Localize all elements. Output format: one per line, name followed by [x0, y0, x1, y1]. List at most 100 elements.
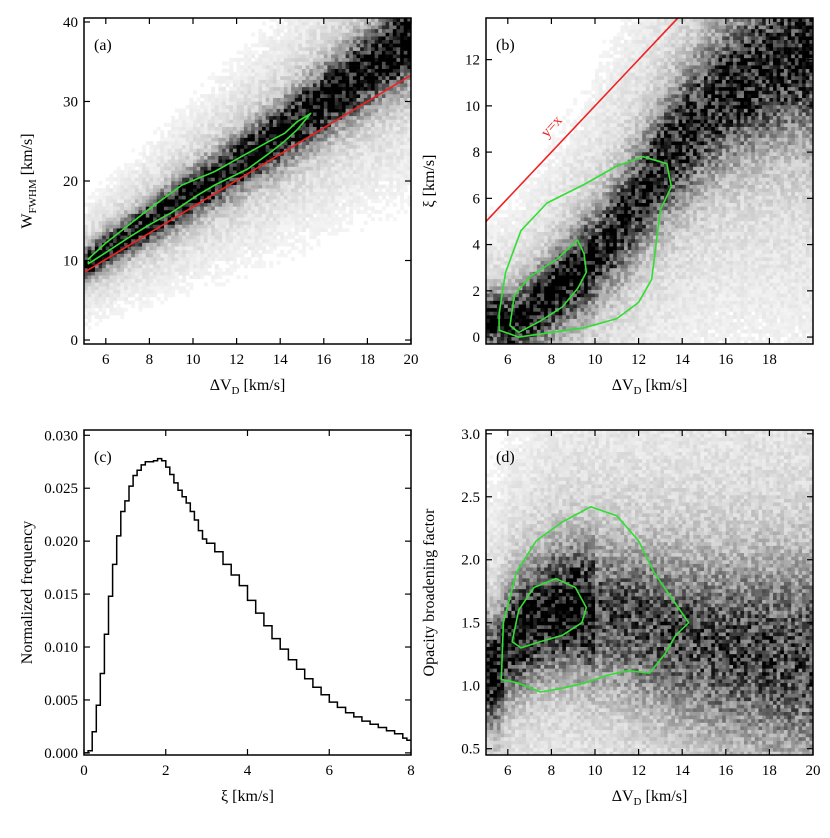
density-cell	[272, 191, 277, 196]
density-cell	[305, 141, 310, 146]
density-cell	[193, 112, 197, 117]
density-cell	[378, 133, 383, 138]
density-cell	[309, 54, 314, 59]
density-cell	[236, 141, 241, 146]
density-cell	[291, 213, 296, 218]
density-cell	[91, 191, 96, 196]
density-cell	[489, 336, 494, 341]
density-cell	[349, 184, 354, 189]
density-cell	[511, 246, 516, 251]
density-cell	[349, 101, 354, 106]
density-cell	[338, 155, 343, 160]
density-cell	[396, 133, 401, 138]
density-cell	[312, 224, 317, 229]
density-cell	[363, 108, 368, 113]
density-cell	[381, 65, 386, 70]
density-cell	[211, 209, 216, 214]
density-cell	[389, 43, 394, 48]
density-cell	[243, 155, 248, 160]
density-cell	[84, 267, 88, 272]
density-cell	[240, 57, 245, 62]
density-cell	[294, 246, 299, 251]
density-cell	[113, 235, 117, 240]
density-cell	[316, 46, 321, 51]
density-cell	[131, 148, 136, 153]
density-cell	[258, 57, 263, 62]
density-cell	[218, 235, 223, 240]
density-cell	[291, 83, 296, 88]
density-cell	[149, 152, 154, 156]
density-cell	[486, 325, 490, 330]
density-cell	[265, 202, 270, 207]
density-cell	[511, 191, 516, 196]
density-cell	[265, 115, 270, 120]
density-cell	[116, 202, 121, 207]
density-cell	[265, 72, 270, 77]
density-cell	[182, 246, 187, 251]
density-cell	[84, 278, 88, 283]
density-cell	[247, 228, 252, 233]
density-cell	[258, 173, 263, 178]
density-cell	[305, 166, 310, 171]
density-cell	[385, 57, 390, 62]
density-cell	[327, 54, 332, 59]
density-cell	[163, 173, 168, 178]
density-cell	[178, 231, 183, 236]
density-cell	[193, 213, 197, 218]
density-cell	[134, 209, 139, 214]
density-cell	[84, 213, 88, 218]
density-cell	[127, 286, 132, 290]
density-cell	[486, 340, 490, 344]
density-cell	[222, 86, 226, 91]
density-cell	[331, 177, 335, 182]
density-cell	[222, 68, 226, 73]
density-cell	[163, 209, 168, 214]
density-cell	[189, 267, 194, 272]
density-cell	[305, 21, 310, 26]
density-cell	[247, 257, 252, 261]
density-cell	[283, 39, 288, 44]
density-cell	[371, 199, 375, 204]
density-cell	[385, 123, 390, 127]
density-cell	[156, 159, 161, 164]
density-cell	[341, 108, 346, 113]
density-cell	[360, 119, 365, 124]
density-cell	[305, 119, 310, 124]
density-cell	[123, 184, 128, 189]
density-cell	[200, 195, 205, 200]
density-cell	[327, 137, 332, 142]
density-cell	[341, 25, 346, 30]
density-cell	[302, 21, 306, 26]
density-cell	[240, 260, 245, 265]
density-cell	[367, 32, 372, 37]
density-cell	[265, 162, 270, 167]
density-cell	[312, 217, 317, 222]
density-cell	[371, 112, 375, 117]
density-cell	[229, 206, 234, 211]
density-cell	[236, 75, 241, 80]
density-cell	[123, 271, 128, 276]
density-cell	[247, 235, 252, 240]
density-cell	[262, 68, 266, 73]
density-cell	[269, 94, 274, 98]
density-cell	[360, 83, 365, 88]
density-cell	[134, 162, 139, 167]
density-cell	[360, 170, 365, 175]
density-cell	[214, 246, 219, 251]
density-cell	[251, 50, 256, 55]
density-cell	[341, 75, 346, 80]
density-cell	[298, 39, 303, 44]
density-cell	[153, 220, 157, 225]
density-cell	[156, 253, 161, 258]
density-cell	[182, 264, 187, 269]
density-cell	[500, 300, 505, 305]
density-cell	[116, 206, 121, 211]
density-cell	[123, 286, 128, 290]
density-cell	[185, 130, 190, 135]
density-cell	[211, 181, 216, 185]
density-cell	[163, 177, 168, 182]
density-cell	[222, 155, 226, 160]
density-cell	[312, 94, 317, 98]
density-cell	[222, 79, 226, 84]
density-cell	[251, 246, 256, 251]
